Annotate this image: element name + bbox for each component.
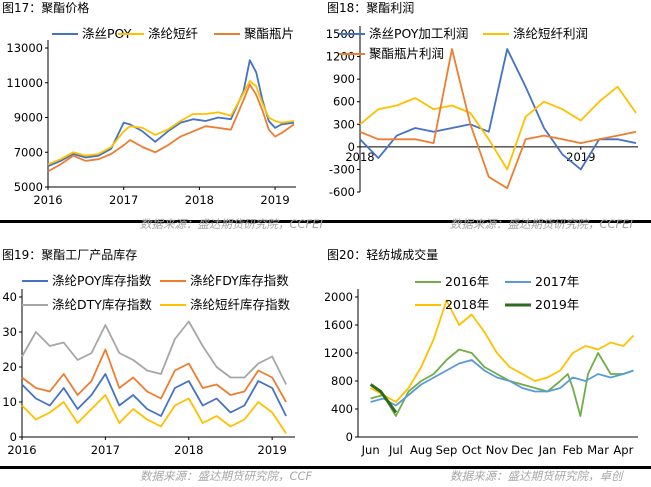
series-line-2: [47, 80, 295, 166]
figure-title: 图20：轻纺城成交量: [327, 247, 438, 262]
legend-label: 2016年: [445, 274, 489, 289]
y-tick-label: 800: [331, 374, 353, 388]
x-tick-label: 2018: [174, 443, 203, 457]
y-tick-label: 1200: [326, 50, 355, 64]
x-tick-label: 2016: [7, 443, 36, 457]
y-tick-label: 1200: [325, 346, 353, 360]
legend-label: 涤纶短纤: [148, 26, 199, 41]
series-line-2: [370, 359, 634, 407]
y-tick-label: 20: [2, 360, 17, 374]
x-tick-label: 2016: [33, 193, 62, 207]
source-note: 数据来源：盛达期货研究院，CCFEI: [450, 217, 633, 231]
legend-label: 聚酯瓶片: [244, 26, 294, 41]
x-tick-label: 2019: [258, 443, 287, 457]
figure-title: 图17：聚酯价格: [2, 0, 89, 15]
series-line-1: [370, 348, 634, 417]
y-tick-label: 0: [10, 430, 17, 444]
series-line-3: [47, 83, 295, 173]
y-tick-label: -600: [329, 185, 355, 199]
y-tick-label: -300: [329, 162, 355, 176]
legend-label: 涤纶短纤利润: [513, 26, 588, 41]
series-line-1: [359, 48, 637, 171]
y-tick-label: 10: [2, 395, 17, 409]
legend-label: 2017年: [535, 274, 579, 289]
series-line-2: [359, 85, 637, 171]
source-note: 数据来源：盛达期货研究院，卓创: [450, 469, 624, 483]
y-tick-label: 0: [348, 140, 355, 154]
x-tick-label: 2019: [566, 150, 595, 164]
x-tick-label: Apr: [613, 443, 633, 457]
legend-label: 涤纶DTY库存指数: [52, 297, 152, 312]
y-tick-label: 900: [333, 72, 355, 86]
y-tick-label: 600: [333, 95, 355, 109]
series-line-3: [21, 320, 287, 385]
x-tick-label: Feb: [563, 443, 583, 457]
legend-label: 涤丝POY: [82, 26, 132, 41]
y-tick-label: 5000: [14, 180, 43, 194]
y-tick-label: 400: [331, 402, 353, 416]
series-line-1: [21, 373, 287, 417]
legend-label: 聚酯瓶片利润: [369, 46, 444, 61]
series-line-1: [47, 59, 295, 168]
x-tick-label: Jun: [361, 443, 380, 457]
source-note: 数据来源：盛达期货研究院，CCFEI: [140, 217, 323, 231]
y-tick-label: 13000: [6, 41, 43, 55]
legend-label: 涤丝POY加工利润: [369, 26, 468, 41]
series-line-3: [359, 48, 637, 190]
x-tick-label: Mar: [587, 443, 609, 457]
x-tick-label: Aug: [410, 443, 432, 457]
legend-label: 涤纶短纤库存指数: [190, 297, 291, 312]
y-tick-label: 11000: [6, 76, 43, 90]
y-tick-label: 0: [346, 430, 353, 444]
y-tick-label: 2000: [325, 290, 353, 304]
y-tick-label: 9000: [14, 111, 43, 125]
y-tick-label: 1600: [325, 318, 353, 332]
series-line-2: [21, 348, 287, 403]
source-note: 数据来源：盛达期货研究院，CCF: [140, 469, 313, 483]
x-tick-label: 2019: [260, 193, 289, 207]
x-tick-label: 2017: [109, 193, 138, 207]
y-tick-label: 40: [2, 290, 17, 304]
x-tick-label: 2018: [185, 193, 214, 207]
y-tick-label: 300: [333, 117, 355, 131]
legend-label: 2019年: [535, 297, 579, 312]
series-line-3: [370, 299, 635, 403]
x-tick-label: Jan: [538, 443, 557, 457]
x-tick-label: Dec: [511, 443, 533, 457]
top-border: [0, 220, 651, 223]
x-tick-label: Jul: [388, 443, 403, 457]
x-tick-label: Sep: [436, 443, 458, 457]
figure-title: 图18：聚酯利润: [327, 1, 414, 15]
series-line-4: [369, 383, 398, 414]
x-tick-label: Nov: [486, 443, 509, 457]
y-tick-label: 7000: [14, 145, 43, 159]
figure-title: 图19：聚酯工厂产品库存: [2, 247, 137, 262]
x-tick-label: 2018: [345, 150, 374, 164]
legend-label: 涤纶POY库存指数: [52, 273, 152, 288]
legend-label: 涤纶FDY库存指数: [190, 273, 289, 288]
bottom-border: [0, 466, 651, 469]
series-line-4: [21, 394, 287, 434]
legend-label: 2018年: [445, 297, 489, 312]
x-tick-label: 2017: [91, 443, 120, 457]
y-tick-label: 30: [2, 325, 17, 339]
x-tick-label: Oct: [462, 443, 482, 457]
